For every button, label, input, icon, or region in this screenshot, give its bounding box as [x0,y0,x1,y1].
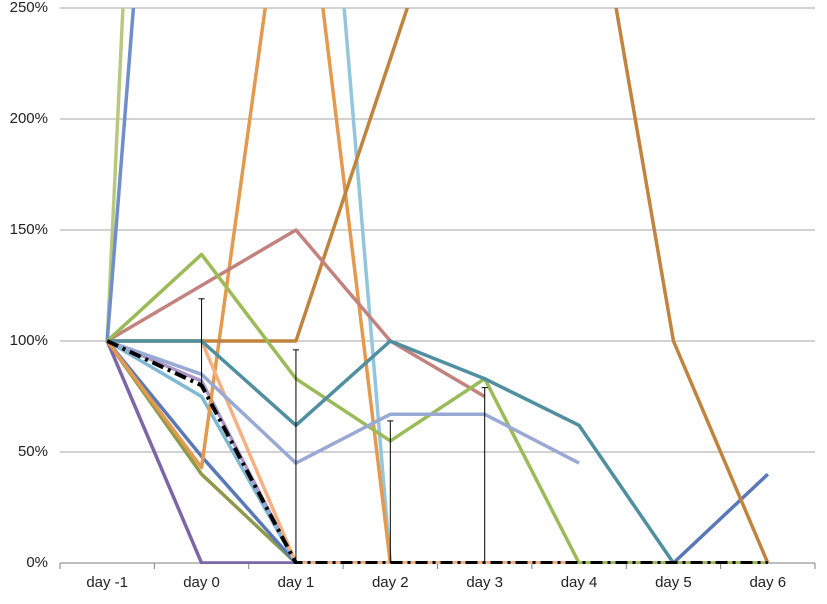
line-series [105,8,136,342]
line-series [107,8,770,564]
y-tick-label: 200% [10,110,48,127]
line-series [106,339,298,564]
y-tick-label: 0% [26,554,48,571]
y-tick-label: 100% [10,332,48,349]
x-tick-label: day 5 [655,574,692,591]
line-series [106,339,580,465]
x-tick-label: day -1 [86,574,128,591]
x-tick-label: day 6 [749,574,786,591]
plot-area [105,8,770,564]
y-tick-label: 250% [10,0,48,16]
line-series [106,228,486,399]
x-tick-label: day 4 [561,574,598,591]
y-tick-label: 50% [18,443,48,460]
x-tick-label: day 1 [278,574,315,591]
line-series [106,339,768,564]
x-tick-label: day 0 [183,574,220,591]
y-tick-label: 150% [10,221,48,238]
line-series [106,252,768,564]
x-tick-label: day 2 [372,574,409,591]
x-tick-label: day 3 [466,574,503,591]
